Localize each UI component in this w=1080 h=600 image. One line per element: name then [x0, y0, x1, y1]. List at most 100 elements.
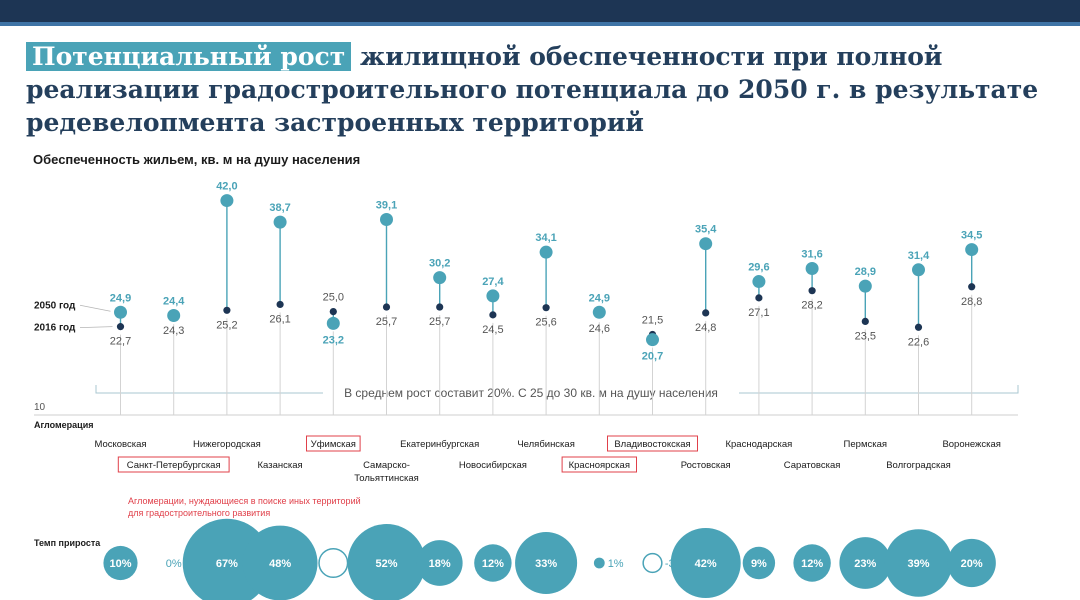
axis-title: Агломерация — [34, 420, 93, 430]
point-2050 — [858, 279, 872, 293]
point-2050 — [326, 316, 340, 330]
category-highlight-box — [561, 456, 637, 473]
point-2016 — [914, 323, 923, 331]
label-2016: 28,8 — [961, 296, 982, 308]
growth-bubble — [670, 528, 741, 598]
label-2050: 31,4 — [908, 250, 930, 262]
growth-bubble — [793, 544, 831, 582]
category-label: Краснодарская — [725, 439, 792, 450]
label-2050: 24,9 — [589, 292, 610, 304]
growth-bubble — [884, 529, 953, 597]
growth-bubble — [416, 540, 463, 586]
growth-label: 23% — [854, 558, 876, 570]
label-2050: 35,4 — [695, 224, 717, 236]
label-2016: 24,6 — [589, 323, 610, 335]
label-2016: 23,5 — [855, 330, 876, 342]
category-highlight-box — [306, 435, 361, 452]
point-2016 — [861, 317, 869, 325]
average-annotation-bg — [323, 386, 739, 401]
label-2050: 29,6 — [748, 262, 769, 274]
point-2016 — [116, 323, 125, 331]
legend-2016-pointer — [79, 326, 113, 329]
point-2016 — [542, 304, 550, 312]
top-banner — [0, 0, 1080, 22]
label-2050: 38,7 — [269, 202, 290, 214]
category-label: Волгоградская — [886, 460, 951, 471]
category-highlight-box — [607, 435, 698, 452]
point-2016 — [755, 294, 763, 302]
growth-label: 18% — [429, 558, 451, 570]
point-2050 — [646, 333, 659, 347]
point-2016 — [223, 306, 231, 314]
growth-label: 0% — [166, 558, 182, 570]
point-2050 — [167, 309, 181, 323]
note-line-2: для градостроительного развития — [128, 508, 270, 518]
label-2050: 20,7 — [642, 351, 663, 363]
category-label: Московская — [94, 439, 146, 450]
growth-label: 12% — [482, 558, 504, 570]
note-line-1: Агломерации, нуждающиеся в поиске иных т… — [128, 496, 361, 506]
growth-bubble — [103, 545, 138, 581]
label-2016: 21,5 — [642, 314, 663, 326]
category-label: Самарско- — [363, 460, 410, 471]
point-2050 — [539, 245, 553, 259]
label-2016: 22,7 — [110, 336, 131, 348]
growth-bubble — [242, 525, 318, 600]
growth-label: 42% — [695, 558, 717, 570]
label-2016: 24,3 — [163, 325, 184, 337]
label-2016: 24,5 — [482, 324, 503, 336]
point-2016 — [489, 311, 497, 319]
growth-bubble — [347, 524, 426, 600]
category-label: Красноярская — [569, 460, 630, 471]
growth-bubble — [642, 552, 663, 574]
label-2050: 24,4 — [163, 296, 185, 308]
category-label: Казанская — [258, 460, 303, 471]
growth-label: 1% — [608, 558, 624, 570]
growth-bubble — [515, 531, 578, 595]
point-2050 — [965, 243, 979, 257]
label-2050: 31,6 — [801, 249, 822, 261]
category-label: Челябинская — [517, 439, 575, 450]
category-label: Санкт-Петербургская — [127, 460, 221, 471]
category-label: Тольяттинская — [354, 473, 419, 484]
growth-label: -7% — [324, 558, 344, 570]
label-2050: 23,2 — [323, 334, 344, 346]
legend-2050-pointer — [79, 304, 111, 312]
average-annotation: В среднем рост составит 20%. С 25 до 30 … — [344, 386, 718, 400]
category-label: Нижегородская — [193, 439, 261, 450]
label-2050: 42,0 — [216, 181, 237, 193]
category-highlight-box — [117, 456, 230, 473]
point-2016 — [329, 308, 337, 316]
label-2016: 25,6 — [535, 317, 556, 329]
point-2016 — [968, 283, 976, 291]
point-2050 — [752, 275, 766, 289]
point-2050 — [592, 305, 606, 319]
label-2050: 30,2 — [429, 258, 450, 270]
point-2016 — [276, 300, 284, 309]
growth-label: 12% — [801, 558, 823, 570]
label-2016: 25,7 — [376, 316, 397, 328]
growth-label: 33% — [535, 558, 557, 570]
point-2050 — [220, 194, 234, 208]
point-2016 — [702, 309, 710, 317]
category-label: Екатеринбургская — [400, 439, 479, 450]
point-2050 — [380, 213, 393, 227]
growth-bubble — [947, 538, 996, 588]
label-2050: 28,9 — [855, 266, 876, 278]
label-2050: 34,5 — [961, 230, 982, 242]
growth-label: 67% — [216, 558, 238, 570]
title-highlight: Потенциальный рост — [26, 42, 352, 71]
growth-label: 39% — [907, 558, 929, 570]
growth-bubble — [593, 557, 605, 569]
growth-label: 9% — [751, 558, 767, 570]
label-2016: 27,1 — [748, 307, 769, 319]
point-2050 — [433, 271, 447, 285]
label-2050: 39,1 — [376, 200, 397, 212]
point-2016 — [436, 303, 444, 311]
label-2016: 28,2 — [801, 300, 822, 312]
legend-2050-label: 2050 год — [34, 300, 76, 311]
growth-bubble — [742, 546, 776, 580]
label-2050: 27,4 — [482, 276, 504, 288]
label-2050: 24,9 — [110, 292, 131, 304]
